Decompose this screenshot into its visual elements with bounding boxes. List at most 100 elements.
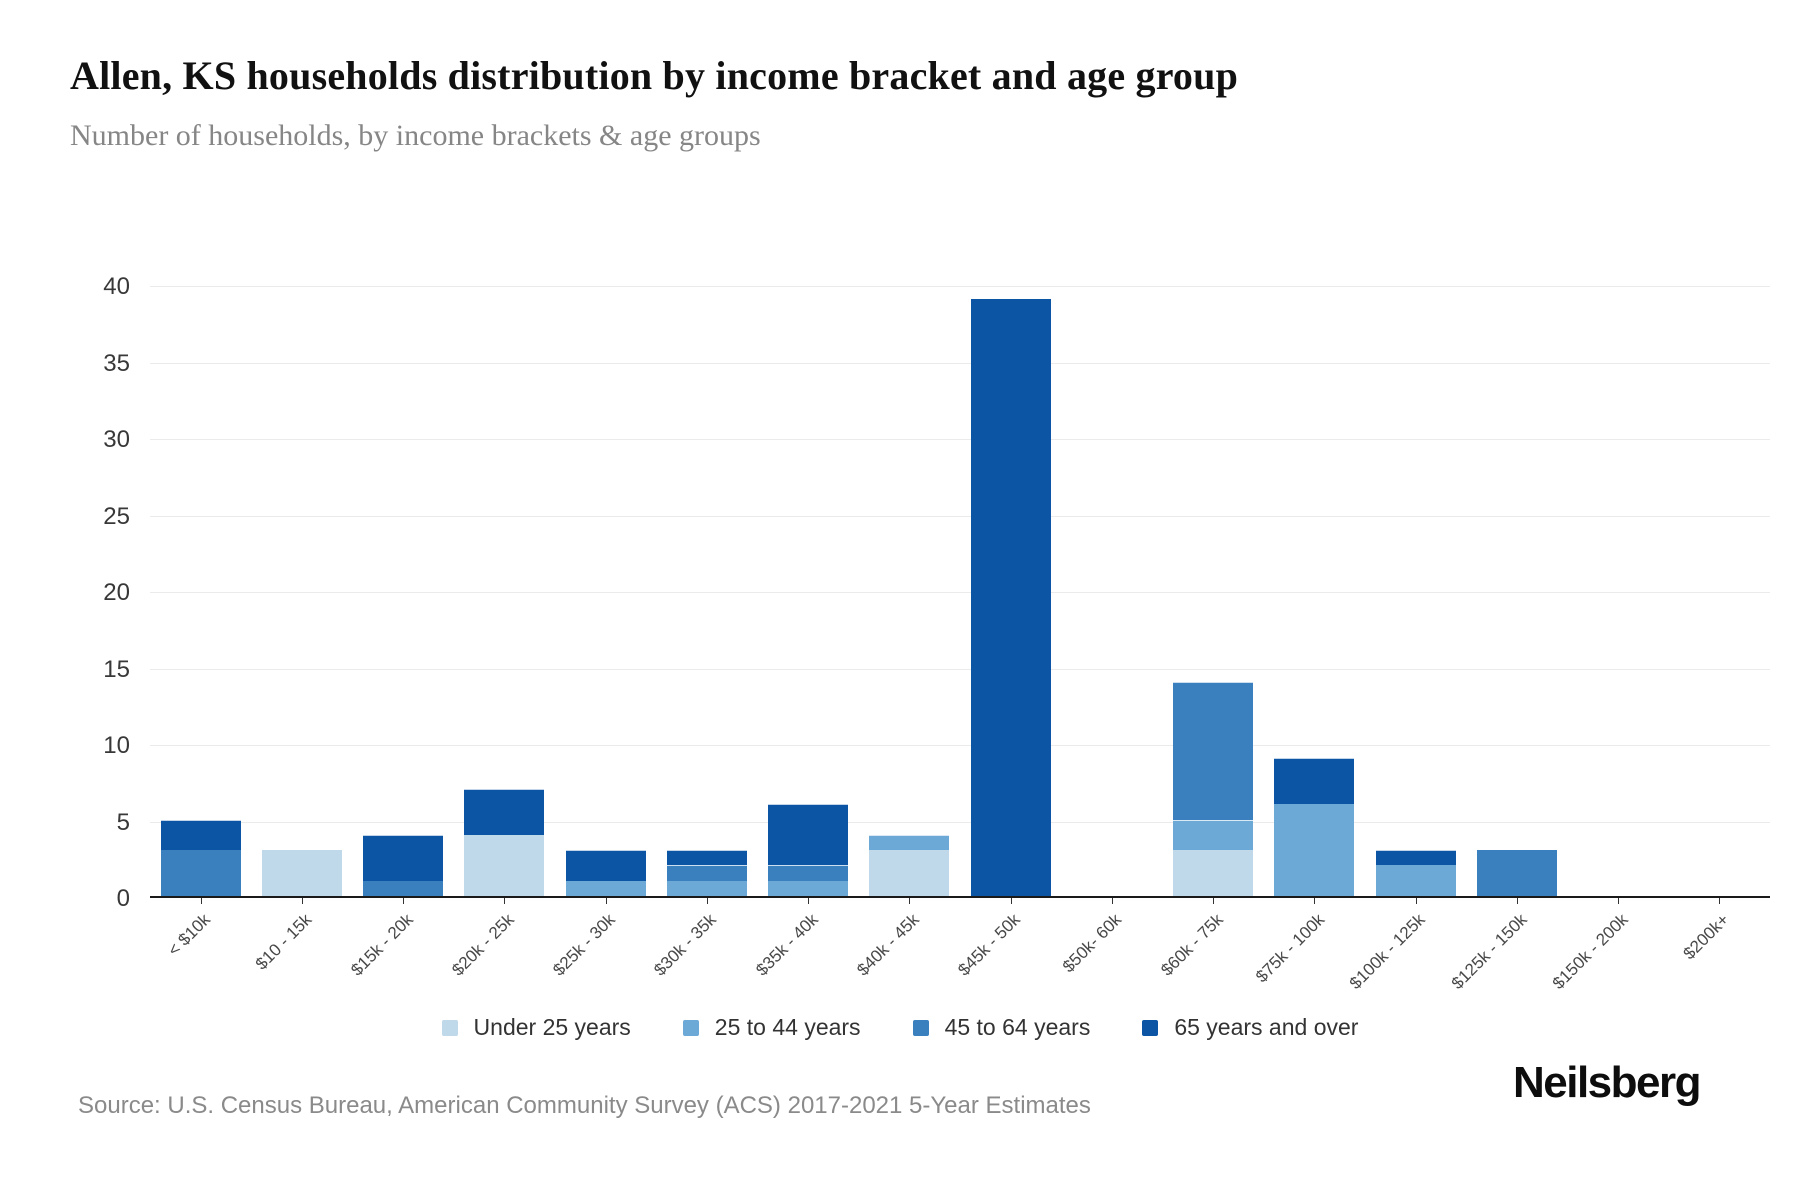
bars-layer [150,286,1770,896]
bar-segment[interactable] [1375,850,1456,866]
y-tick-label: 0 [116,885,130,912]
bar-$60k - 75k [1173,681,1254,896]
y-tick-label: 30 [103,426,130,453]
legend-swatch [912,1019,929,1036]
bar-segment[interactable] [565,850,646,881]
bar-segment[interactable] [261,850,342,896]
bar-segment[interactable] [1375,865,1456,896]
bar-slot [859,286,960,896]
x-tick [808,898,810,904]
x-tick-label: $35k - 40k [751,910,822,980]
legend-label: 25 to 44 years [714,1014,861,1040]
bar-slot [1466,286,1567,896]
bar-slot [1061,286,1162,896]
neilsberg-logo: Neilsberg [1512,1058,1702,1107]
bar-segment[interactable] [1173,819,1254,851]
bar-slot [150,286,251,896]
y-tick-label: 20 [103,579,130,606]
bar-segment[interactable] [1173,850,1254,896]
bar-segment[interactable] [160,850,241,896]
bar-$100k - 125k [1375,850,1456,896]
x-tick-label: $50k- 60k [1059,910,1126,977]
x-tick-label: $15k - 20k [346,910,417,980]
x-tick [1618,898,1620,904]
bar-< $10k [160,819,241,896]
bar-segment[interactable] [363,880,444,896]
bar-segment[interactable] [160,819,241,851]
chart-header: Allen, KS households distribution by inc… [70,52,1238,153]
chart-subtitle: Number of households, by income brackets… [70,119,761,152]
x-tick-label: < $10k [164,910,215,960]
legend-swatch [1142,1019,1159,1036]
bar-slot [1568,286,1669,896]
bar-segment[interactable] [1274,804,1355,896]
gridline [150,592,1770,593]
bar-segment[interactable] [666,880,747,896]
bar-$40k - 45k [869,834,950,896]
bar-slot [656,286,757,896]
legend-item[interactable]: 65 years and over [1142,1014,1358,1041]
x-tick [1719,898,1721,904]
bar-segment[interactable] [666,850,747,866]
bar-$10 - 15k [261,850,342,896]
bar-$25k - 30k [565,850,646,896]
bar-segment[interactable] [464,788,545,835]
x-tick [605,898,607,904]
x-tick [706,898,708,904]
legend-label: 45 to 64 years [944,1014,1091,1040]
bar-segment[interactable] [666,865,747,881]
x-tick [504,898,506,904]
bar-segment[interactable] [970,299,1051,896]
y-tick-label: 15 [103,655,130,683]
chart-title: Allen, KS households distribution by inc… [70,53,1239,98]
x-tick-label: $45k - 50k [954,910,1025,980]
bar-segment[interactable] [363,834,444,881]
bar-segment[interactable] [869,850,950,896]
bar-segment[interactable] [565,880,646,896]
y-tick-label: 40 [103,273,130,300]
x-tick-label: $20k - 25k [448,910,518,980]
bar-slot [960,286,1061,896]
x-tick [909,898,911,904]
bar-slot [758,286,859,896]
x-tick-label: $75k - 100k [1251,910,1328,987]
gridline [150,668,1770,670]
x-tick-label: $100k - 125k [1346,910,1430,993]
bar-segment[interactable] [768,804,849,866]
bar-slot [1669,286,1770,896]
x-tick [1213,898,1215,904]
legend-swatch [682,1019,699,1036]
legend-item[interactable]: 45 to 64 years [912,1014,1091,1041]
gridline [150,362,1770,364]
bar-segment[interactable] [464,834,545,896]
y-tick-label: 10 [103,732,130,759]
bar-segment[interactable] [869,834,950,851]
legend-item[interactable]: Under 25 years [441,1014,631,1041]
plot-area: 0 5 10 15 20 25 30 35 40 < $10k $10 - 15k $15k - 2… [103,273,1770,993]
x-tick [1111,898,1113,904]
bar-$75k - 100k [1274,758,1355,896]
x-tick-label: $40k - 45k [853,910,923,980]
gridline [150,821,1770,823]
bar-$45k - 50k [970,299,1051,896]
x-tick-label: $125k - 150k [1447,910,1531,993]
bar-$20k - 25k [464,788,545,896]
bar-segment[interactable] [1476,850,1557,896]
x-tick-label: $60k - 75k [1156,910,1227,980]
bar-slot [1163,286,1264,896]
bar-segment[interactable] [768,865,849,881]
gridline [150,515,1770,517]
x-tick [1415,898,1417,904]
bar-segment[interactable] [768,880,849,896]
legend-swatch [441,1019,458,1036]
bar-$30k - 35k [666,850,747,896]
legend-item[interactable]: 25 to 44 years [682,1014,861,1041]
x-tick-label: $200k+ [1679,910,1733,964]
bar-segment[interactable] [1173,681,1254,820]
gridline [150,439,1770,440]
chart-legend: Under 25 years 25 to 44 years 45 to 64 yea… [0,1014,1800,1041]
bar-segment[interactable] [1274,758,1355,805]
bar-slot [353,286,454,896]
x-tick [1010,898,1012,904]
